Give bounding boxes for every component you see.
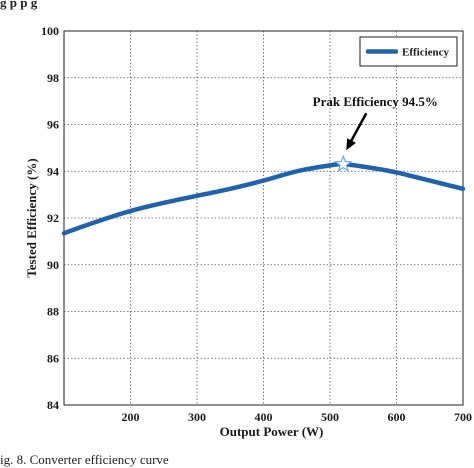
series-line-efficiency: [61, 161, 466, 236]
x-tick-label: 700: [454, 410, 472, 424]
y-tick-label: 92: [47, 211, 59, 225]
y-tick-label: 86: [47, 351, 59, 365]
x-tick-label: 500: [321, 410, 339, 424]
annotations: Prak Efficiency 94.5%: [313, 94, 438, 173]
series-lines: [61, 161, 466, 236]
axis-ticks: 200 300 400 500 600 700 84 86 88 90 92 94 96 98 100: [41, 24, 472, 424]
x-axis-label: Output Power (W): [220, 424, 324, 439]
y-tick-label: 98: [47, 71, 59, 85]
legend: Efficiency: [359, 36, 458, 67]
y-tick-label: 84: [47, 398, 59, 412]
peak-star-marker: [334, 154, 353, 173]
y-tick-label: 88: [47, 305, 59, 319]
y-tick-label: 94: [47, 164, 59, 178]
y-tick-label: 100: [41, 24, 59, 38]
peak-arrow-head: [346, 138, 356, 151]
grid-lines: [64, 31, 463, 405]
x-tick-label: 300: [188, 410, 206, 424]
figure-caption: ig. 8. Converter efficiency curve: [0, 452, 169, 467]
x-tick-label: 200: [122, 410, 140, 424]
plot-area-frame: [63, 30, 464, 406]
y-tick-label: 96: [47, 118, 59, 132]
x-tick-label: 600: [388, 410, 406, 424]
x-tick-label: 400: [255, 410, 273, 424]
y-axis-label: Tested Efficiency (%): [24, 158, 39, 277]
y-tick-label: 90: [47, 258, 59, 272]
legend-label: Efficiency: [402, 47, 450, 59]
peak-annotation-label: Prak Efficiency 94.5%: [313, 94, 438, 109]
figure-top-text: g p p g: [0, 0, 38, 10]
